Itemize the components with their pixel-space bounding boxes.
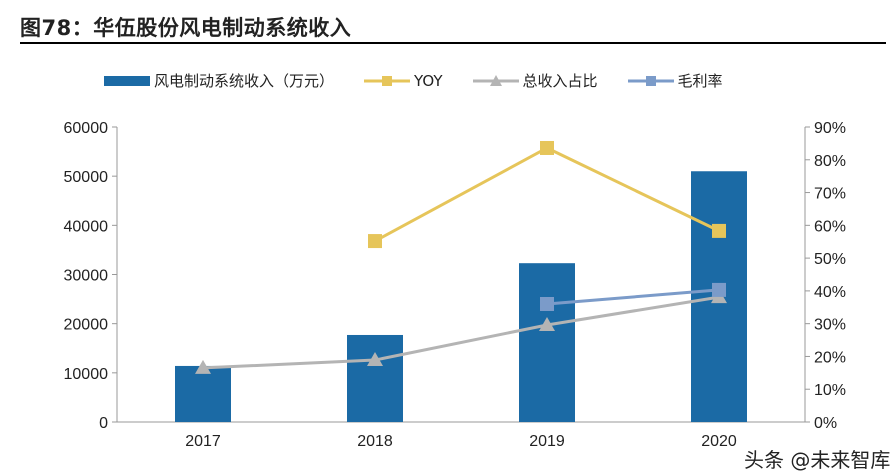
left-tick-label: 50000 — [64, 169, 109, 186]
watermark: 头条 @未来智库 — [744, 448, 891, 472]
triangle-marker — [195, 359, 211, 374]
legend-label: YOY — [414, 71, 443, 90]
series-line-1 — [374, 146, 720, 243]
legend-label: 毛利率 — [677, 72, 723, 90]
title-rule — [20, 42, 886, 44]
left-tick-label: 30000 — [64, 268, 109, 285]
legend-item-share: 总收入占比 — [472, 70, 598, 91]
legend-swatch-square-line — [627, 75, 674, 86]
right-tick-label: 80% — [814, 153, 846, 170]
left-tick-label: 40000 — [64, 218, 109, 235]
legend-swatch-square-line — [364, 75, 411, 86]
square-marker — [712, 282, 726, 297]
square-marker — [540, 297, 554, 311]
legend-item-margin: 毛利率 — [627, 70, 723, 91]
bar-2017 — [175, 365, 231, 422]
left-tick-label: 60000 — [64, 120, 109, 137]
square-marker — [368, 234, 382, 249]
right-tick-label: 70% — [814, 186, 846, 203]
figure-title: 图78：华伍股份风电制动系统收入 — [20, 16, 352, 40]
square-marker — [712, 223, 726, 238]
left-tick-label: 10000 — [64, 366, 109, 383]
square-marker — [540, 140, 554, 155]
right-tick-label: 0% — [814, 415, 837, 432]
legend-item-revenue: 风电制动系统收入（万元） — [104, 70, 334, 91]
right-tick-label: 10% — [814, 382, 846, 399]
x-tick-label: 2017 — [185, 433, 221, 450]
legend: 风电制动系统收入（万元） YOY 总收入占比 毛利率 — [104, 70, 753, 91]
x-tick-label: 2019 — [529, 433, 565, 450]
x-tick-label: 2020 — [701, 433, 737, 450]
right-tick-label: 20% — [814, 349, 846, 366]
right-tick-label: 50% — [814, 251, 846, 268]
legend-swatch-bar — [104, 75, 150, 86]
bar-2018 — [347, 334, 403, 422]
triangle-marker — [367, 352, 383, 367]
right-tick-label: 40% — [814, 284, 846, 301]
right-tick-label: 30% — [814, 317, 846, 334]
left-tick-label: 0 — [99, 415, 108, 432]
legend-item-yoy: YOY — [364, 72, 443, 90]
triangle-marker — [539, 316, 555, 331]
right-tick-label: 60% — [814, 218, 846, 235]
series-line-3 — [546, 288, 720, 306]
legend-label: 总收入占比 — [522, 72, 598, 90]
series-line-2 — [202, 295, 720, 370]
bar-2019 — [519, 263, 575, 422]
left-tick-label: 20000 — [64, 317, 109, 334]
x-tick-label: 2018 — [357, 433, 393, 450]
legend-label: 风电制动系统收入（万元） — [154, 72, 335, 90]
legend-swatch-triangle-line — [472, 74, 519, 86]
right-tick-label: 90% — [814, 120, 846, 137]
